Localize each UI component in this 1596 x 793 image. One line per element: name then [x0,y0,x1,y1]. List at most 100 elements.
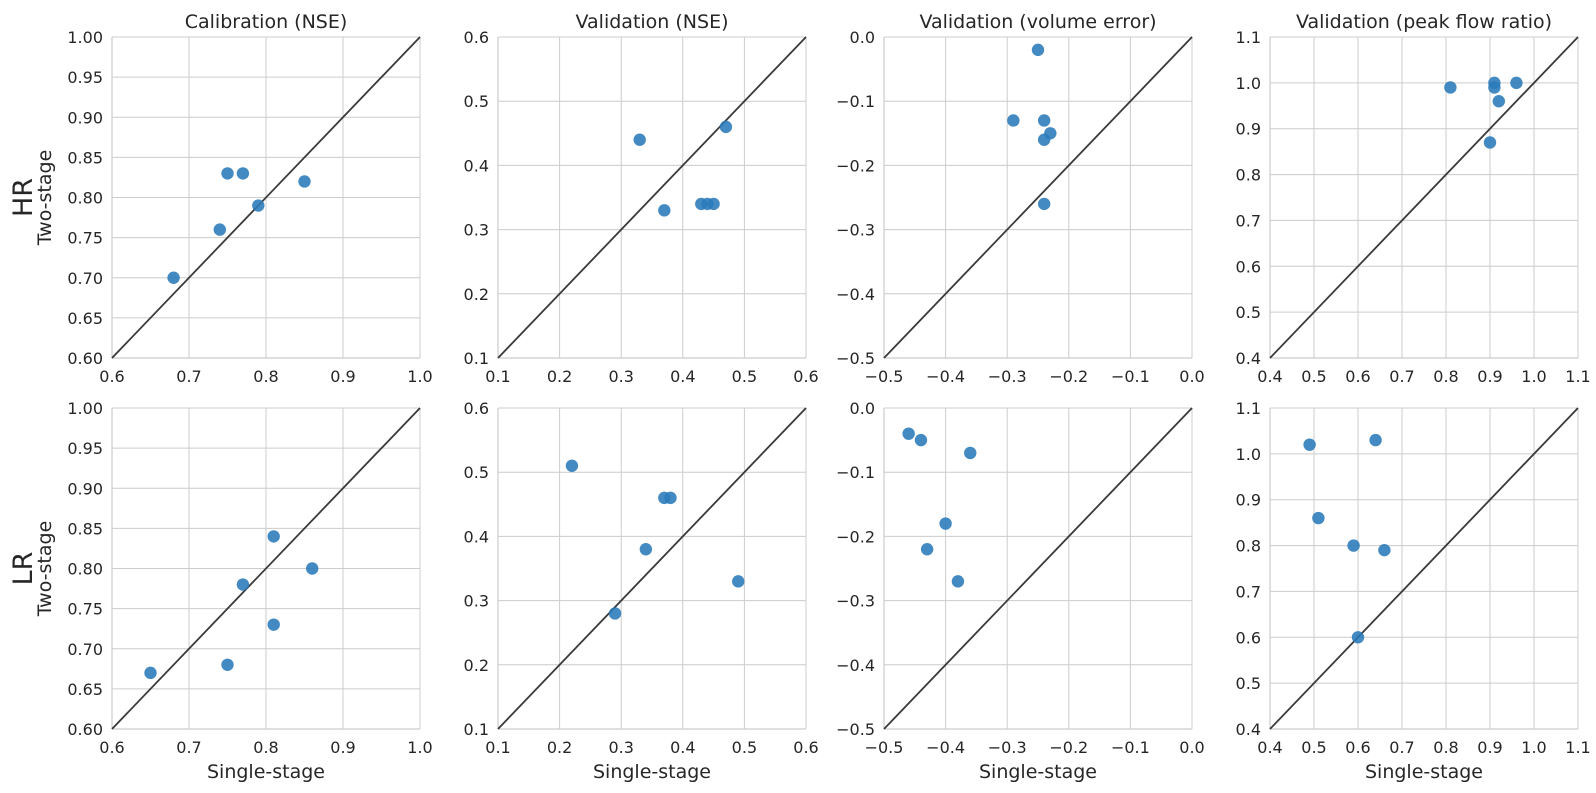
y-tick-label: 0.60 [67,720,103,739]
y-tick-label: −0.4 [836,656,875,675]
x-tick-label: 0.2 [547,367,572,386]
y-tick-label: −0.1 [836,463,875,482]
data-point [267,618,280,631]
x-tick-label: 0.0 [1179,367,1204,386]
data-point [267,530,280,543]
data-point [236,578,250,591]
scatter-panel: 0.6 0.7 0.8 0.9 1.0 0.60 0.65 0.70 0.75 0.80 0.85 0… [34,399,433,783]
y-tick-label: −0.5 [836,720,875,739]
scatter-panel: 0.1 0.2 0.3 0.4 0.5 0.6 0.1 0.2 0.3 0.4 0.5 0.6 Vali… [464,11,819,386]
data-point [1347,539,1360,552]
data-point [920,543,934,556]
y-tick-label: 0.85 [67,519,103,538]
y-tick-label: 0.5 [464,92,489,111]
x-tick-label: 0.8 [253,367,278,386]
data-point [914,433,928,447]
x-tick-label: −0.4 [926,738,965,757]
y-tick-label: 0.3 [464,221,489,240]
x-tick-label: 0.4 [1257,738,1282,757]
data-point [236,167,250,180]
data-point [167,271,180,284]
y-tick-label: 0.0 [850,28,875,47]
y-tick-label: 0.65 [67,680,103,699]
y-tick-label: 0.75 [67,600,103,619]
y-tick-label: 1.0 [1236,74,1261,93]
row-label: HR [8,178,39,217]
x-tick-label: 0.7 [1389,738,1414,757]
y-tick-label: −0.3 [836,592,875,611]
x-tick-label: 0.5 [732,738,757,757]
data-point [1031,43,1045,57]
y-tick-label: 0.1 [464,720,489,739]
data-point [939,517,952,530]
y-tick-label: 0.2 [464,285,489,304]
identity-line [1269,407,1579,730]
y-tick-label: 0.8 [1236,166,1261,185]
identity-line [111,36,421,359]
x-tick-label: 0.0 [1179,738,1204,757]
data-point [213,223,226,236]
identity-line [883,407,1193,730]
scatter-panel: 0.1 0.2 0.3 0.4 0.5 0.6 0.1 0.2 0.3 0.4 0.5 0.6 Sing… [464,399,819,783]
panel-title: Validation (NSE) [576,11,729,33]
data-point [144,666,157,680]
x-tick-label: −0.2 [1049,367,1088,386]
data-point [221,167,234,180]
y-tick-label: 0.90 [67,108,103,127]
x-tick-label: 0.8 [1433,367,1458,386]
x-tick-label: 0.8 [1433,738,1458,757]
y-tick-label: −0.3 [836,221,875,240]
x-tick-label: 0.5 [1301,367,1326,386]
x-tick-label: −0.1 [1111,367,1150,386]
identity-line [111,407,421,730]
data-point [1483,136,1497,149]
y-tick-label: −0.4 [836,285,875,304]
scatter-panel: 0.6 0.7 0.8 0.9 1.0 0.60 0.65 0.70 0.75 0.80 0.85 0… [34,11,433,386]
y-tick-label: 0.9 [1236,120,1261,139]
x-tick-label: 0.5 [732,367,757,386]
identity-line [497,407,807,730]
data-point [565,459,579,472]
y-tick-label: 0.65 [67,309,103,328]
y-tick-label: 0.8 [1236,537,1261,556]
y-tick-label: 0.7 [1236,211,1261,230]
data-point [664,491,677,505]
x-tick-label: 1.0 [1521,367,1546,386]
y-tick-label: 0.4 [464,527,489,546]
y-tick-label: 0.6 [1236,628,1261,647]
y-tick-label: 0.90 [67,479,103,498]
data-point [902,427,915,440]
x-tick-label: −0.2 [1049,738,1088,757]
data-point [639,543,653,556]
y-tick-label: 0.85 [67,148,103,167]
identity-line [883,36,1193,359]
y-tick-label: 1.00 [67,399,103,418]
x-tick-label: 0.6 [1345,367,1370,386]
x-tick-label: 0.1 [485,367,510,386]
y-tick-label: 0.4 [464,156,489,175]
x-tick-label: 0.1 [485,738,510,757]
data-point [221,658,234,671]
scatter-panel: −0.5 −0.4 −0.3 −0.2 −0.1 0.0 −0.5 −0.4 −0.3 −0.2 −… [836,399,1205,783]
data-point [1007,114,1020,127]
data-point [1303,438,1316,451]
x-tick-label: −0.4 [926,367,965,386]
x-tick-label: −0.5 [865,367,904,386]
x-tick-label: −0.3 [988,738,1027,757]
y-tick-label: 0.3 [464,592,489,611]
x-tick-label: 0.6 [793,367,818,386]
y-tick-label: 0.5 [1236,674,1261,693]
y-tick-label: 0.70 [67,269,103,288]
y-tick-label: 0.70 [67,640,103,659]
x-tick-label: 0.6 [1345,738,1370,757]
y-tick-label: −0.5 [836,349,875,368]
y-tick-label: 0.6 [464,399,489,418]
y-tick-label: 1.1 [1236,399,1261,418]
x-tick-label: 0.6 [99,367,124,386]
data-point [1488,81,1501,94]
scatter-panel: 0.4 0.5 0.6 0.7 0.8 0.9 1.0 1.1 0.4 0.5 0.6 0.7 0.8 0… [1236,399,1591,783]
y-tick-label: 0.0 [850,399,875,418]
y-tick-label: 0.9 [1236,491,1261,510]
x-tick-label: 0.7 [1389,367,1414,386]
row-label: LR [8,552,39,586]
